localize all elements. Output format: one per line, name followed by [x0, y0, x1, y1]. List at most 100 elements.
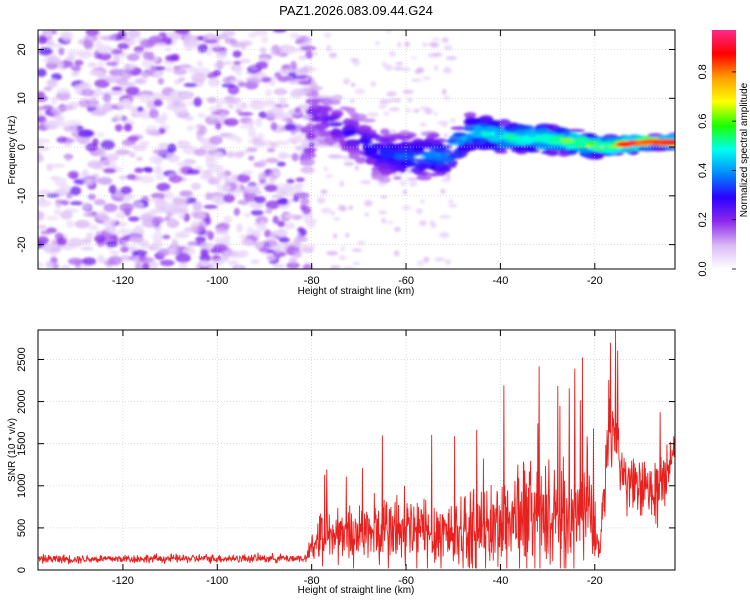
noise-blob — [115, 149, 131, 156]
signal-blob — [371, 170, 380, 176]
noise-blob — [439, 214, 451, 219]
noise-blob — [61, 31, 74, 42]
noise-blob — [149, 64, 157, 75]
signal-blob — [382, 146, 394, 153]
noise-blob — [149, 155, 164, 164]
noise-blob — [264, 229, 272, 238]
noise-blob — [96, 210, 109, 221]
noise-blob — [153, 165, 163, 176]
noise-blob — [272, 215, 279, 224]
signal-blob — [416, 175, 432, 181]
noise-blob — [233, 60, 242, 65]
noise-blob — [159, 259, 175, 267]
noise-blob — [415, 208, 424, 215]
snr-panel: -120 -100 -80 -60 -40 -20 0 500 1000 1500 2000 250… — [7, 329, 676, 596]
noise-blob — [235, 67, 243, 76]
signal-blob — [403, 146, 413, 154]
noise-blob — [227, 104, 234, 110]
noise-blob — [264, 89, 273, 97]
noise-blob — [215, 49, 228, 60]
noise-blob — [155, 202, 168, 208]
spectrogram-frame — [37, 29, 676, 270]
noise-blob — [116, 228, 133, 235]
noise-blob — [386, 30, 392, 34]
signal-blob — [388, 161, 400, 165]
y-tick-label: 10 — [16, 92, 28, 104]
noise-blob — [140, 241, 150, 250]
noise-blob — [248, 103, 260, 109]
signal-blob — [381, 165, 399, 169]
noise-blob — [179, 92, 192, 99]
noise-blob — [38, 137, 46, 144]
x-tick-label: -40 — [492, 275, 508, 287]
noise-blob — [70, 124, 78, 133]
noise-blob — [174, 231, 190, 239]
noise-blob — [291, 135, 303, 143]
noise-blob — [379, 99, 391, 104]
noise-blob — [388, 98, 398, 103]
noise-blob — [106, 241, 118, 248]
noise-blob — [299, 244, 312, 253]
noise-blob — [235, 136, 243, 144]
colorbar-tick-label: 0.4 — [697, 163, 709, 178]
noise-blob — [270, 106, 281, 115]
noise-blob — [90, 109, 107, 116]
noise-blob — [104, 225, 116, 234]
noise-blob — [221, 83, 236, 88]
noise-blob — [148, 108, 159, 119]
noise-blob — [264, 184, 278, 192]
colorbar: 0.0 0.2 0.4 0.6 0.8 Normalized spectral ampl… — [697, 30, 750, 277]
signal-blob — [366, 129, 377, 134]
spectrogram-grid — [38, 30, 675, 269]
noise-blob — [406, 177, 418, 181]
noise-blob — [388, 107, 401, 111]
noise-blob — [192, 201, 203, 211]
noise-blob — [255, 61, 269, 69]
signal-blob — [338, 139, 346, 145]
noise-blob — [262, 100, 277, 107]
noise-blob — [176, 161, 192, 167]
noise-blob — [337, 204, 346, 212]
noise-blob — [59, 210, 73, 220]
noise-blob — [234, 103, 248, 108]
noise-blob — [273, 88, 288, 96]
signal-blob — [436, 144, 453, 149]
noise-blob — [40, 230, 51, 235]
noise-blob — [38, 146, 51, 151]
noise-blob — [208, 114, 218, 120]
noise-blob — [60, 104, 74, 111]
noise-blob — [78, 82, 89, 90]
y-tick-label: 2000 — [16, 389, 28, 413]
noise-blob — [122, 99, 133, 108]
signal-blob — [483, 126, 497, 133]
noise-blob — [237, 81, 246, 88]
noise-blob — [420, 199, 425, 204]
noise-blob — [47, 78, 58, 88]
noise-blob — [258, 111, 267, 119]
spectrogram-y-ticks: -20 -10 0 10 20 — [16, 43, 675, 253]
signal-blob — [378, 150, 393, 155]
noise-blob — [223, 250, 239, 257]
noise-blob — [66, 119, 82, 127]
signal-blob — [527, 132, 538, 137]
noise-blob — [87, 193, 96, 201]
noise-blob — [38, 36, 48, 45]
noise-blob — [178, 261, 188, 269]
noise-blob — [167, 143, 177, 154]
noise-blob — [44, 40, 55, 45]
noise-blob — [405, 107, 412, 114]
noise-blob — [54, 177, 67, 187]
noise-blob — [441, 122, 448, 128]
noise-blob — [203, 39, 219, 44]
noise-blob — [66, 192, 73, 199]
signal-blob — [425, 159, 436, 165]
signal-blob — [331, 94, 343, 101]
noise-blob — [351, 82, 356, 88]
signal-blob — [305, 133, 316, 141]
y-tick-label: 1000 — [16, 474, 28, 498]
noise-blob — [138, 93, 152, 103]
noise-blob — [277, 75, 291, 82]
noise-blob — [38, 189, 53, 196]
noise-blob — [343, 266, 355, 269]
snr-x-ticks: -120 -100 -80 -60 -40 -20 — [112, 330, 603, 587]
